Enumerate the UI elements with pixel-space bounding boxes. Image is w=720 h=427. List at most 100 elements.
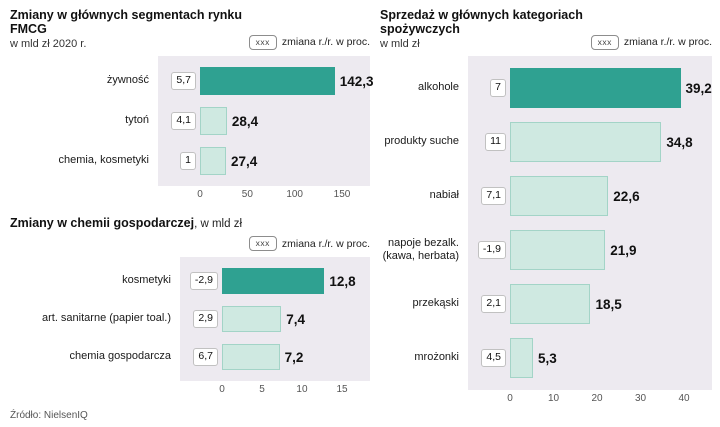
legend-value-box: xxx bbox=[590, 34, 619, 50]
bar-track: 27,4 bbox=[200, 147, 342, 175]
pct-change-box: 4,5 bbox=[481, 349, 506, 367]
pct-change-slot: 11 bbox=[472, 133, 506, 151]
chart-household-chemistry: Zmiany w chemii gospodarczej, w mld zł x… bbox=[10, 214, 370, 397]
pct-change-slot: 6,7 bbox=[184, 348, 218, 366]
legend-row: xxx zmiana r./r. w proc. bbox=[10, 236, 370, 252]
pct-change-box: -1,9 bbox=[477, 241, 506, 259]
axis-tick: 0 bbox=[507, 393, 513, 404]
axis-tick: 0 bbox=[197, 189, 203, 200]
pct-change-box: -2,9 bbox=[189, 272, 218, 290]
pct-change-box: 4,1 bbox=[171, 112, 196, 130]
chart-title: Zmiany w głównych segmentach rynku FMCG bbox=[10, 8, 243, 36]
bar-value: 22,6 bbox=[613, 188, 640, 204]
pct-change-box: 7 bbox=[490, 79, 506, 97]
legend: xxx zmiana r./r. w proc. bbox=[248, 34, 370, 50]
pct-change-box: 1 bbox=[180, 152, 196, 170]
bar-track: 21,9 bbox=[510, 230, 684, 270]
bar-track: 22,6 bbox=[510, 176, 684, 216]
bar bbox=[510, 122, 662, 162]
bar-row: tytoń 4,1 28,4 bbox=[10, 101, 370, 141]
bar-track: 34,8 bbox=[510, 122, 693, 162]
pct-change-box: 2,1 bbox=[481, 295, 506, 313]
bar-label: tytoń bbox=[125, 114, 149, 127]
axis-tick: 50 bbox=[241, 189, 253, 200]
pct-change-slot: 1 bbox=[162, 152, 196, 170]
bar-track: 28,4 bbox=[200, 107, 342, 135]
chart-title: Sprzedaż w głównych kategoriach spożywcz… bbox=[380, 8, 583, 36]
pct-change-slot: 2,9 bbox=[184, 310, 218, 328]
pct-change-box: 7,1 bbox=[481, 187, 506, 205]
bar-track: 142,3 bbox=[200, 67, 374, 95]
pct-change-slot: -1,9 bbox=[472, 241, 506, 259]
chart-fmcg-segments: Zmiany w głównych segmentach rynku FMCG … bbox=[10, 8, 374, 202]
bar-row: kosmetyki -2,9 12,8 bbox=[10, 262, 370, 300]
left-column: Zmiany w głównych segmentach rynku FMCG … bbox=[10, 8, 374, 421]
legend-label: zmiana r./r. w proc. bbox=[623, 36, 712, 49]
right-column: Sprzedaż w głównych kategoriach spożywcz… bbox=[380, 8, 712, 421]
bar-rows: żywność 5,7 142,3 tytoń 4,1 28,4 chemia, kosme… bbox=[10, 56, 374, 186]
bar bbox=[200, 107, 227, 135]
pct-change-box: 11 bbox=[485, 133, 506, 151]
chart-titles: Sprzedaż w głównych kategoriach spożywcz… bbox=[380, 8, 591, 50]
bar bbox=[510, 68, 681, 108]
bar bbox=[510, 284, 591, 324]
bar-value: 28,4 bbox=[231, 113, 259, 129]
legend: xxx zmiana r./r. w proc. bbox=[590, 34, 712, 50]
bar-label: art. sanitarne (papier toal.) bbox=[41, 312, 171, 325]
bar-label: chemia, kosmetyki bbox=[58, 154, 149, 167]
bar-value: 39,2 bbox=[685, 80, 712, 96]
bar-track: 39,2 bbox=[510, 68, 712, 108]
bar-rows: alkohole 7 39,2 produkty suche 11 34,8 nabiał 7… bbox=[380, 56, 712, 390]
source-note: Źródło: NielsenIQ bbox=[10, 410, 88, 421]
legend-label: zmiana r./r. w proc. bbox=[281, 237, 370, 250]
bar-row: mrożonki 4,5 5,3 bbox=[380, 331, 712, 385]
axis-tick: 10 bbox=[547, 393, 560, 404]
chart-header: Zmiany w chemii gospodarczej, w mld zł x… bbox=[10, 214, 370, 252]
bar-value: 21,9 bbox=[610, 242, 637, 258]
bar-label: przekąski bbox=[412, 297, 459, 310]
bar bbox=[222, 268, 325, 295]
pct-change-box: 2,9 bbox=[193, 310, 218, 328]
bar-label: mrożonki bbox=[414, 351, 459, 364]
x-axis: 0 10 20 30 40 bbox=[507, 390, 689, 406]
bar bbox=[510, 230, 606, 270]
bar-value: 18,5 bbox=[595, 296, 622, 312]
bar bbox=[510, 176, 609, 216]
bar-chart: alkohole 7 39,2 produkty suche 11 34,8 nabiał 7… bbox=[380, 56, 712, 406]
axis-tick: 15 bbox=[336, 384, 348, 396]
chart-subtitle: w mld zł 2020 r. bbox=[10, 38, 87, 50]
pct-change-box: 5,7 bbox=[171, 72, 196, 90]
bar-label: nabiał bbox=[429, 189, 459, 202]
bar-value: 7,4 bbox=[286, 311, 305, 327]
axis-tick: 30 bbox=[634, 393, 647, 404]
x-axis: 0 5 10 15 bbox=[219, 381, 347, 397]
axis-tick: 20 bbox=[591, 393, 603, 404]
bar-value: 7,2 bbox=[284, 349, 304, 365]
pct-change-slot: 4,5 bbox=[472, 349, 506, 367]
bar-value: 34,8 bbox=[666, 134, 693, 150]
legend-value-box: xxx bbox=[248, 34, 277, 50]
x-axis: 0 50 100 150 bbox=[197, 186, 350, 202]
bar bbox=[222, 306, 282, 333]
bar bbox=[200, 67, 335, 95]
bar-row: żywność 5,7 142,3 bbox=[10, 61, 374, 101]
bar-label: żywność bbox=[106, 74, 149, 87]
bar-value: 27,4 bbox=[230, 153, 258, 169]
bar bbox=[510, 338, 534, 378]
bar-value: 142,3 bbox=[339, 73, 374, 89]
bar-chart: kosmetyki -2,9 12,8 art. sanitarne (papier … bbox=[10, 257, 370, 397]
bar-value: 5,3 bbox=[538, 350, 557, 366]
chart-title: Zmiany w chemii gospodarczej bbox=[10, 216, 195, 230]
axis-tick: 0 bbox=[219, 384, 225, 396]
bar-label: kosmetyki bbox=[122, 274, 171, 287]
chart-header: Zmiany w głównych segmentach rynku FMCG … bbox=[10, 8, 370, 50]
bar-track: 18,5 bbox=[510, 284, 684, 324]
pct-change-slot: 7,1 bbox=[472, 187, 506, 205]
axis-tick: 150 bbox=[333, 189, 351, 200]
bar-row: przekąski 2,1 18,5 bbox=[380, 277, 712, 331]
axis-tick: 100 bbox=[286, 189, 303, 200]
chart-food-categories: Sprzedaż w głównych kategoriach spożywcz… bbox=[380, 8, 712, 406]
bar-rows: kosmetyki -2,9 12,8 art. sanitarne (papier … bbox=[10, 257, 370, 381]
bar-chart: żywność 5,7 142,3 tytoń 4,1 28,4 chemia, kosme… bbox=[10, 56, 374, 202]
bar-label: chemia gospodarcza bbox=[69, 350, 171, 363]
